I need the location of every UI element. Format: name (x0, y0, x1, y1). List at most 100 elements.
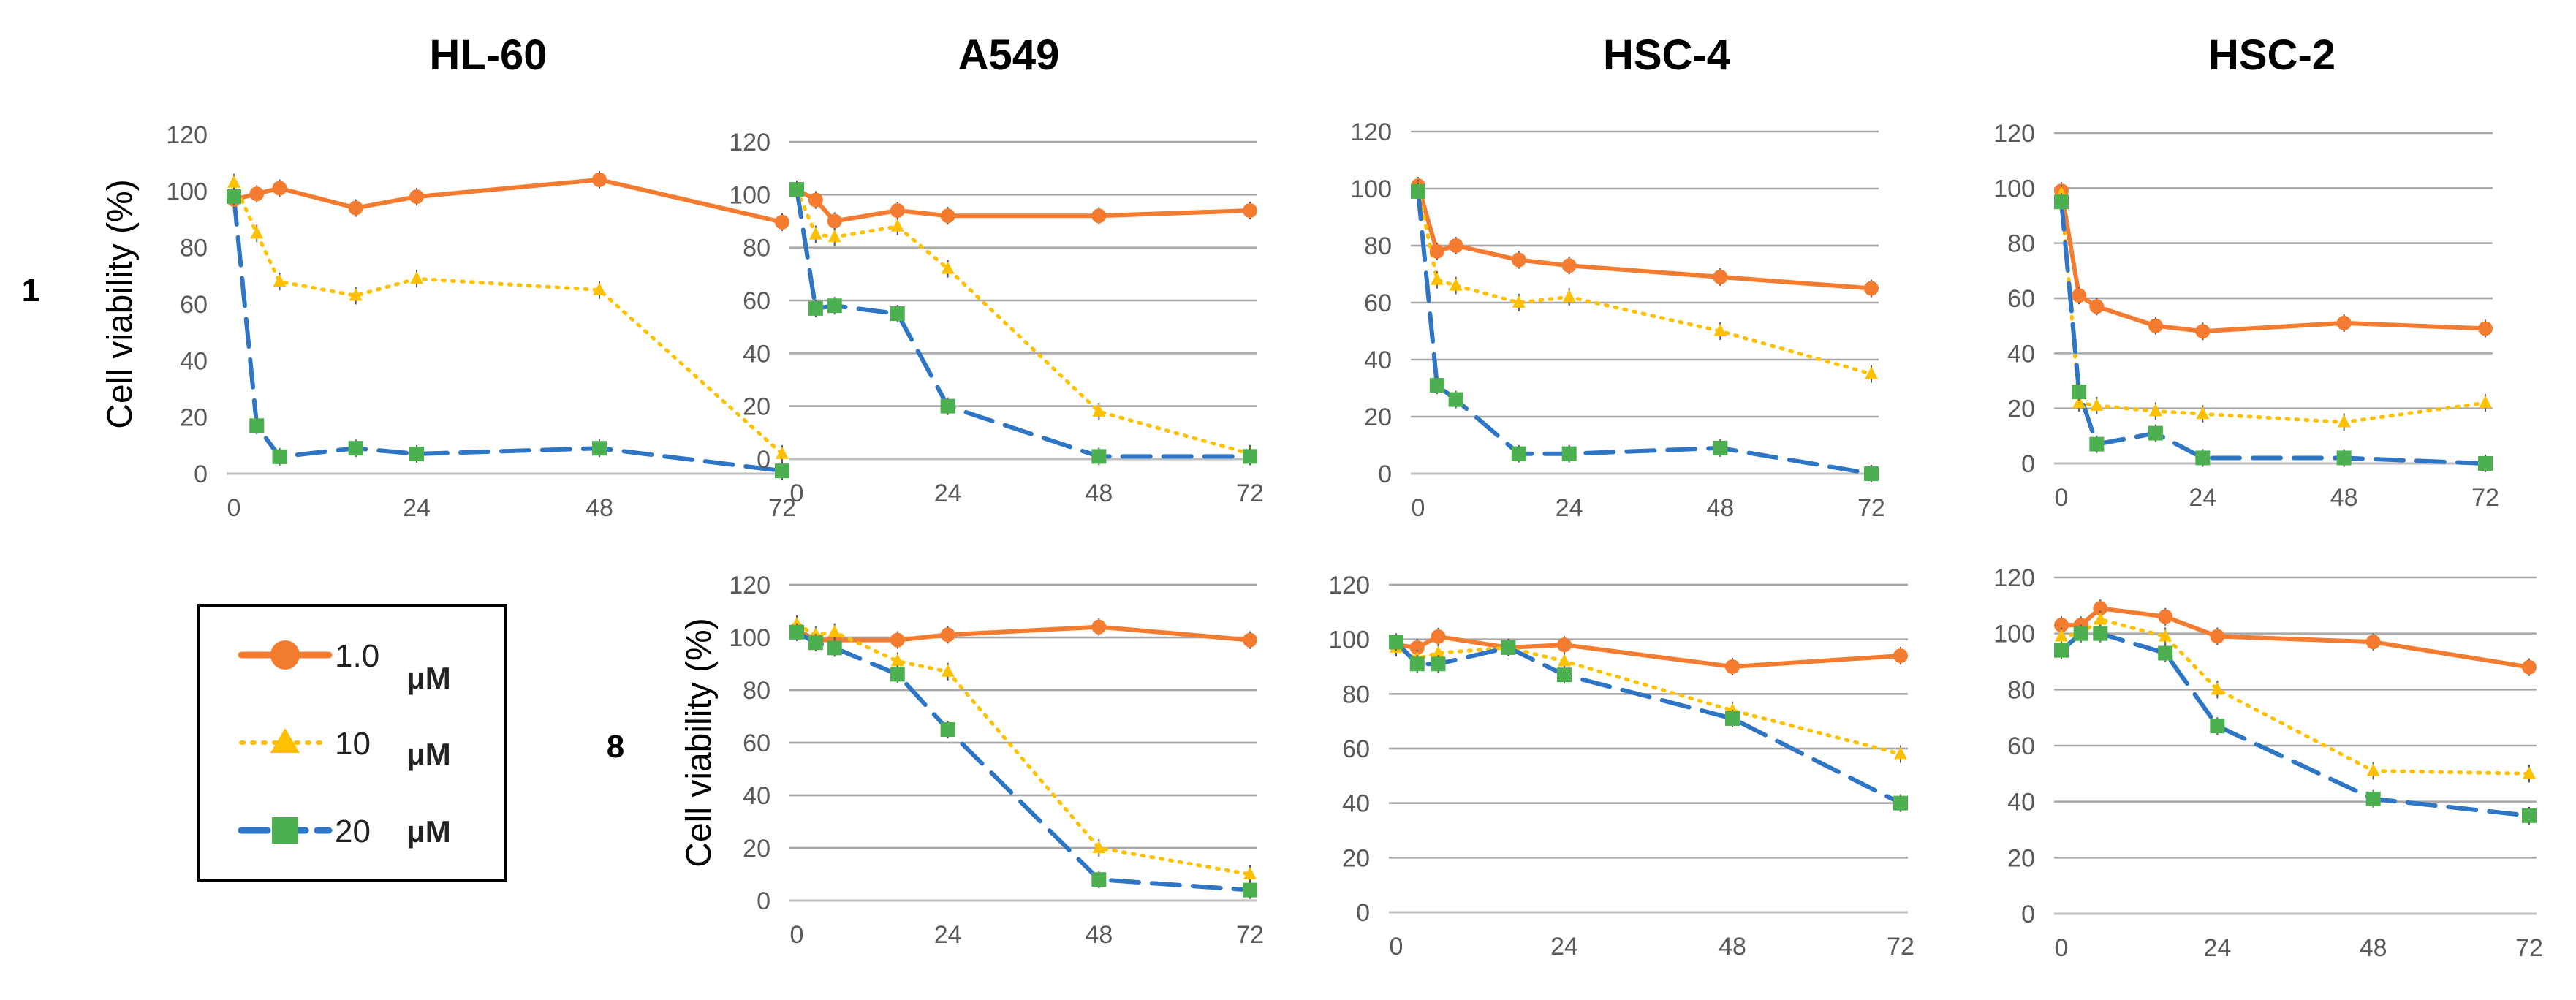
y-tick-label: 100 (729, 181, 770, 209)
series-line-20-m (1416, 189, 1874, 476)
data-point (348, 200, 363, 216)
y-tick-label: 20 (743, 835, 770, 863)
data-point (1091, 872, 1107, 887)
data-point (2159, 629, 2172, 642)
y-tick-label: 80 (743, 677, 770, 705)
data-point (1431, 645, 1445, 659)
x-tick-label: 72 (2515, 934, 2543, 962)
x-tick-label: 48 (2330, 484, 2358, 512)
data-point (1561, 258, 1577, 273)
x-tick-label: 0 (1412, 494, 1425, 522)
legend-marker (272, 817, 298, 844)
y-tick-label: 100 (1993, 175, 2035, 202)
y-tick-label: 20 (180, 404, 208, 432)
data-point (1431, 629, 1446, 644)
legend-marker (270, 728, 300, 753)
data-point (940, 722, 955, 737)
y-tick-label: 40 (2007, 789, 2035, 817)
legend-unit: μM (406, 661, 451, 695)
x-tick-label: 48 (2360, 934, 2387, 962)
chart-panel-hsc-2-row-1: 0 20 40 60 80 100 120 0 24 48 72 HSC-2 (1993, 31, 2499, 512)
data-point (940, 208, 955, 224)
data-point (227, 189, 241, 205)
data-point (1562, 289, 1576, 303)
data-point (349, 288, 363, 301)
data-point (410, 271, 423, 284)
data-point (2196, 406, 2210, 420)
data-point (1864, 281, 1879, 296)
y-axis-label: Cell viability (%) (101, 179, 140, 428)
data-point (1431, 656, 1446, 672)
data-point (827, 213, 842, 229)
x-tick-label: 72 (1236, 480, 1264, 507)
data-point (2089, 436, 2105, 452)
x-tick-label: 48 (1706, 494, 1734, 522)
data-point (2365, 791, 2381, 806)
data-point (2148, 425, 2163, 441)
data-point (1243, 449, 1257, 464)
data-point (940, 398, 955, 414)
chart-panel-hsc-2-row-8: 0 20 40 60 80 100 120 0 24 48 72 (1993, 564, 2543, 962)
data-point (1865, 366, 1878, 379)
series-line-1-0-m (2059, 606, 2531, 670)
x-tick-label: 48 (1085, 921, 1113, 949)
data-point (776, 446, 789, 459)
data-point (1893, 795, 1908, 811)
data-point (941, 664, 955, 677)
legend-value: 10 (335, 726, 371, 762)
series-line-20-m (232, 194, 784, 474)
data-point (2054, 618, 2069, 633)
data-point (890, 203, 905, 219)
data-point (272, 181, 287, 196)
data-point (808, 192, 823, 208)
chart-panel-hsc-4-row-8: 0 20 40 60 80 100 120 0 24 48 72 (1328, 572, 1914, 961)
y-tick-label: 40 (1342, 790, 1370, 818)
y-tick-label: 20 (2007, 844, 2035, 872)
data-point (1864, 466, 1879, 481)
data-point (592, 441, 607, 456)
data-point (789, 624, 804, 640)
chart-title: HL-60 (429, 31, 547, 79)
data-point (940, 627, 955, 643)
series-line-10-m (2059, 192, 2488, 424)
data-point (890, 667, 905, 682)
data-point (1713, 269, 1728, 284)
data-point (775, 214, 789, 230)
data-point (1091, 449, 1107, 464)
x-tick-label: 72 (768, 494, 796, 522)
data-point (1501, 640, 1516, 655)
x-tick-label: 0 (2055, 484, 2069, 512)
data-point (789, 182, 804, 197)
data-point (1725, 711, 1740, 726)
data-point (827, 230, 841, 243)
data-point (1243, 632, 1257, 648)
y-tick-label: 60 (743, 730, 770, 757)
y-tick-label: 80 (1364, 232, 1392, 260)
data-point (1389, 635, 1403, 650)
data-point (593, 282, 606, 295)
x-tick-label: 24 (1550, 933, 1578, 961)
data-point (2093, 626, 2108, 641)
series-line-10-m (795, 187, 1252, 456)
y-tick-label: 40 (743, 782, 770, 810)
data-point (1511, 446, 1526, 461)
data-point (808, 300, 823, 316)
data-point (2478, 456, 2493, 471)
data-point (2365, 635, 2381, 650)
y-tick-label: 0 (2021, 901, 2035, 928)
series-line-10-m (2059, 618, 2531, 776)
y-tick-label: 20 (1342, 844, 1370, 872)
legend-value: 20 (335, 814, 371, 849)
data-point (1448, 392, 1463, 407)
data-point (2211, 682, 2224, 695)
data-point (227, 175, 240, 188)
data-point (2478, 321, 2493, 336)
data-point (2089, 299, 2105, 314)
y-tick-label: 100 (729, 624, 770, 652)
data-point (1429, 378, 1444, 393)
y-tick-label: 80 (2007, 676, 2035, 704)
y-tick-label: 60 (2007, 732, 2035, 760)
chart-title: HSC-2 (2208, 31, 2336, 79)
data-point (2522, 659, 2537, 675)
y-tick-label: 80 (2007, 230, 2035, 258)
